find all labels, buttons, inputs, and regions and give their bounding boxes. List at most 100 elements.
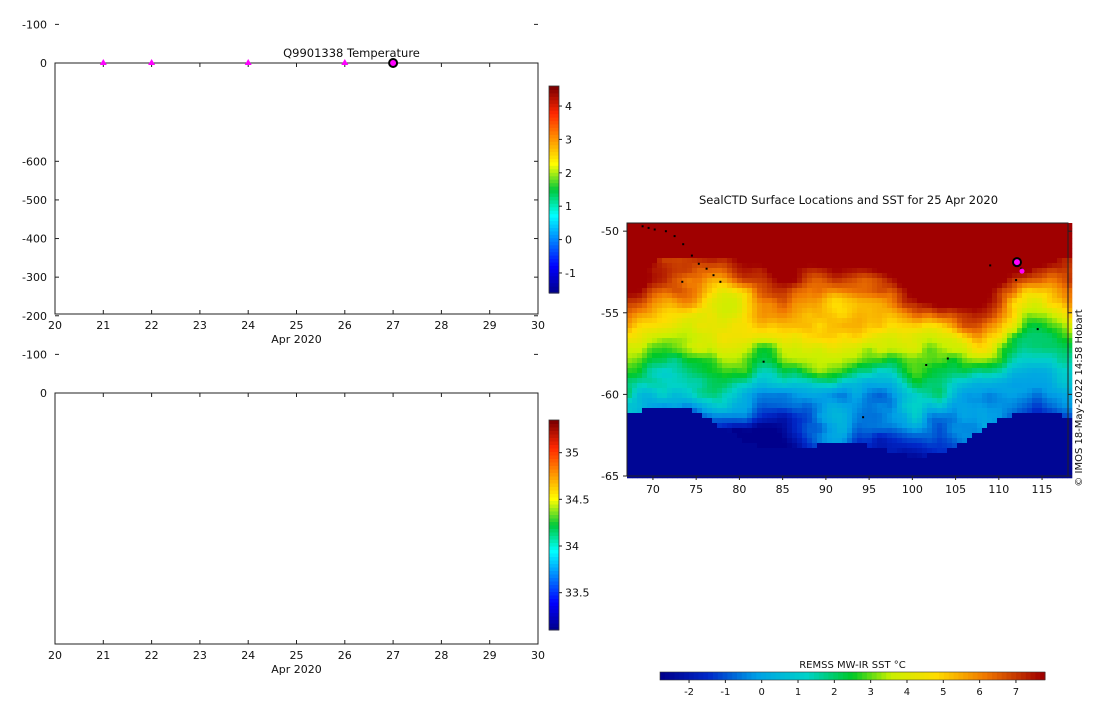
sst-cell bbox=[1037, 323, 1042, 328]
sst-cell bbox=[1052, 398, 1057, 403]
sst-cell bbox=[847, 353, 852, 358]
sst-cell bbox=[787, 253, 792, 258]
sst-cell bbox=[762, 283, 767, 288]
sst-cell bbox=[847, 328, 852, 333]
sst-cell bbox=[722, 403, 727, 408]
sst-cell bbox=[667, 343, 672, 348]
sst-cell bbox=[1047, 323, 1052, 328]
sst-cell bbox=[1017, 313, 1022, 318]
sst-cell bbox=[1057, 343, 1062, 348]
sst-cell bbox=[872, 293, 877, 298]
sst-cell bbox=[1057, 328, 1062, 333]
sst-cell bbox=[897, 313, 902, 318]
sst-cell bbox=[737, 223, 742, 228]
sst-cell bbox=[657, 348, 662, 353]
sst-cell bbox=[752, 408, 757, 413]
colorbar-band bbox=[549, 455, 559, 459]
sst-cell bbox=[822, 293, 827, 298]
sst-cell bbox=[1057, 303, 1062, 308]
sst-cell bbox=[937, 343, 942, 348]
sst-cell bbox=[837, 233, 842, 238]
sst-cell bbox=[1062, 243, 1067, 248]
sst-cell bbox=[687, 353, 692, 358]
sst-cell bbox=[847, 378, 852, 383]
sst-cell bbox=[802, 348, 807, 353]
sst-cell bbox=[692, 303, 697, 308]
sst-cell bbox=[757, 383, 762, 388]
sst-cell bbox=[792, 228, 797, 233]
sst-cell bbox=[682, 338, 687, 343]
sst-cell bbox=[627, 273, 632, 278]
colorbar-band bbox=[549, 529, 559, 533]
x-tick-label: 22 bbox=[145, 649, 159, 662]
sst-cell bbox=[997, 333, 1002, 338]
sst-cell bbox=[702, 328, 707, 333]
sst-cell bbox=[987, 333, 992, 338]
sst-cell bbox=[777, 253, 782, 258]
sst-cell bbox=[877, 238, 882, 243]
sst-cell bbox=[952, 388, 957, 393]
sst-cell bbox=[972, 313, 977, 318]
sst-cell bbox=[707, 383, 712, 388]
sst-cell bbox=[672, 313, 677, 318]
sst-cell bbox=[697, 258, 702, 263]
sst-cell bbox=[1047, 278, 1052, 283]
sst-cell bbox=[632, 273, 637, 278]
sst-cell bbox=[1032, 318, 1037, 323]
sst-cell bbox=[752, 328, 757, 333]
sst-cell bbox=[977, 293, 982, 298]
sst-cell bbox=[662, 303, 667, 308]
sst-cell bbox=[747, 268, 752, 273]
sst-cell bbox=[692, 293, 697, 298]
sst-cell bbox=[1002, 358, 1007, 363]
sst-cell bbox=[997, 248, 1002, 253]
sst-cell bbox=[1032, 258, 1037, 263]
sst-cell bbox=[917, 353, 922, 358]
sst-cell bbox=[852, 348, 857, 353]
sst-cell bbox=[682, 283, 687, 288]
y-tick-label: 0 bbox=[40, 387, 47, 400]
sst-cell bbox=[992, 348, 997, 353]
sst-cell bbox=[957, 283, 962, 288]
sst-cell bbox=[752, 258, 757, 263]
sst-cell bbox=[862, 393, 867, 398]
sst-cell bbox=[702, 403, 707, 408]
sst-cell bbox=[752, 393, 757, 398]
sst-cell bbox=[692, 383, 697, 388]
sst-cell bbox=[892, 403, 897, 408]
sst-cell bbox=[777, 273, 782, 278]
sst-cell bbox=[637, 388, 642, 393]
sst-cell bbox=[967, 388, 972, 393]
sst-cell bbox=[727, 403, 732, 408]
sst-cell bbox=[882, 343, 887, 348]
sst-cell bbox=[762, 343, 767, 348]
sst-cell bbox=[772, 268, 777, 273]
sst-cell bbox=[802, 333, 807, 338]
sst-cell bbox=[682, 233, 687, 238]
sst-cell bbox=[777, 403, 782, 408]
sst-cell bbox=[817, 368, 822, 373]
sst-cell bbox=[957, 268, 962, 273]
sst-cell bbox=[762, 298, 767, 303]
sst-cell bbox=[982, 323, 987, 328]
sst-cell bbox=[1022, 228, 1027, 233]
sst-cell bbox=[787, 373, 792, 378]
sst-cell bbox=[1062, 388, 1067, 393]
sst-cell bbox=[872, 288, 877, 293]
sst-cell bbox=[762, 253, 767, 258]
sst-cell bbox=[702, 308, 707, 313]
sst-cell bbox=[697, 378, 702, 383]
sst-cell bbox=[782, 343, 787, 348]
sst-cell bbox=[737, 243, 742, 248]
sst-cell bbox=[937, 393, 942, 398]
sst-cell bbox=[867, 288, 872, 293]
sst-cell bbox=[782, 408, 787, 413]
sst-cell bbox=[912, 258, 917, 263]
colorbar-tick-label: 4 bbox=[565, 100, 572, 113]
sst-cell bbox=[717, 248, 722, 253]
sst-cell bbox=[1047, 343, 1052, 348]
sst-cell bbox=[752, 278, 757, 283]
sst-cell bbox=[642, 353, 647, 358]
colorbar-band bbox=[549, 592, 559, 596]
sst-cell bbox=[772, 258, 777, 263]
